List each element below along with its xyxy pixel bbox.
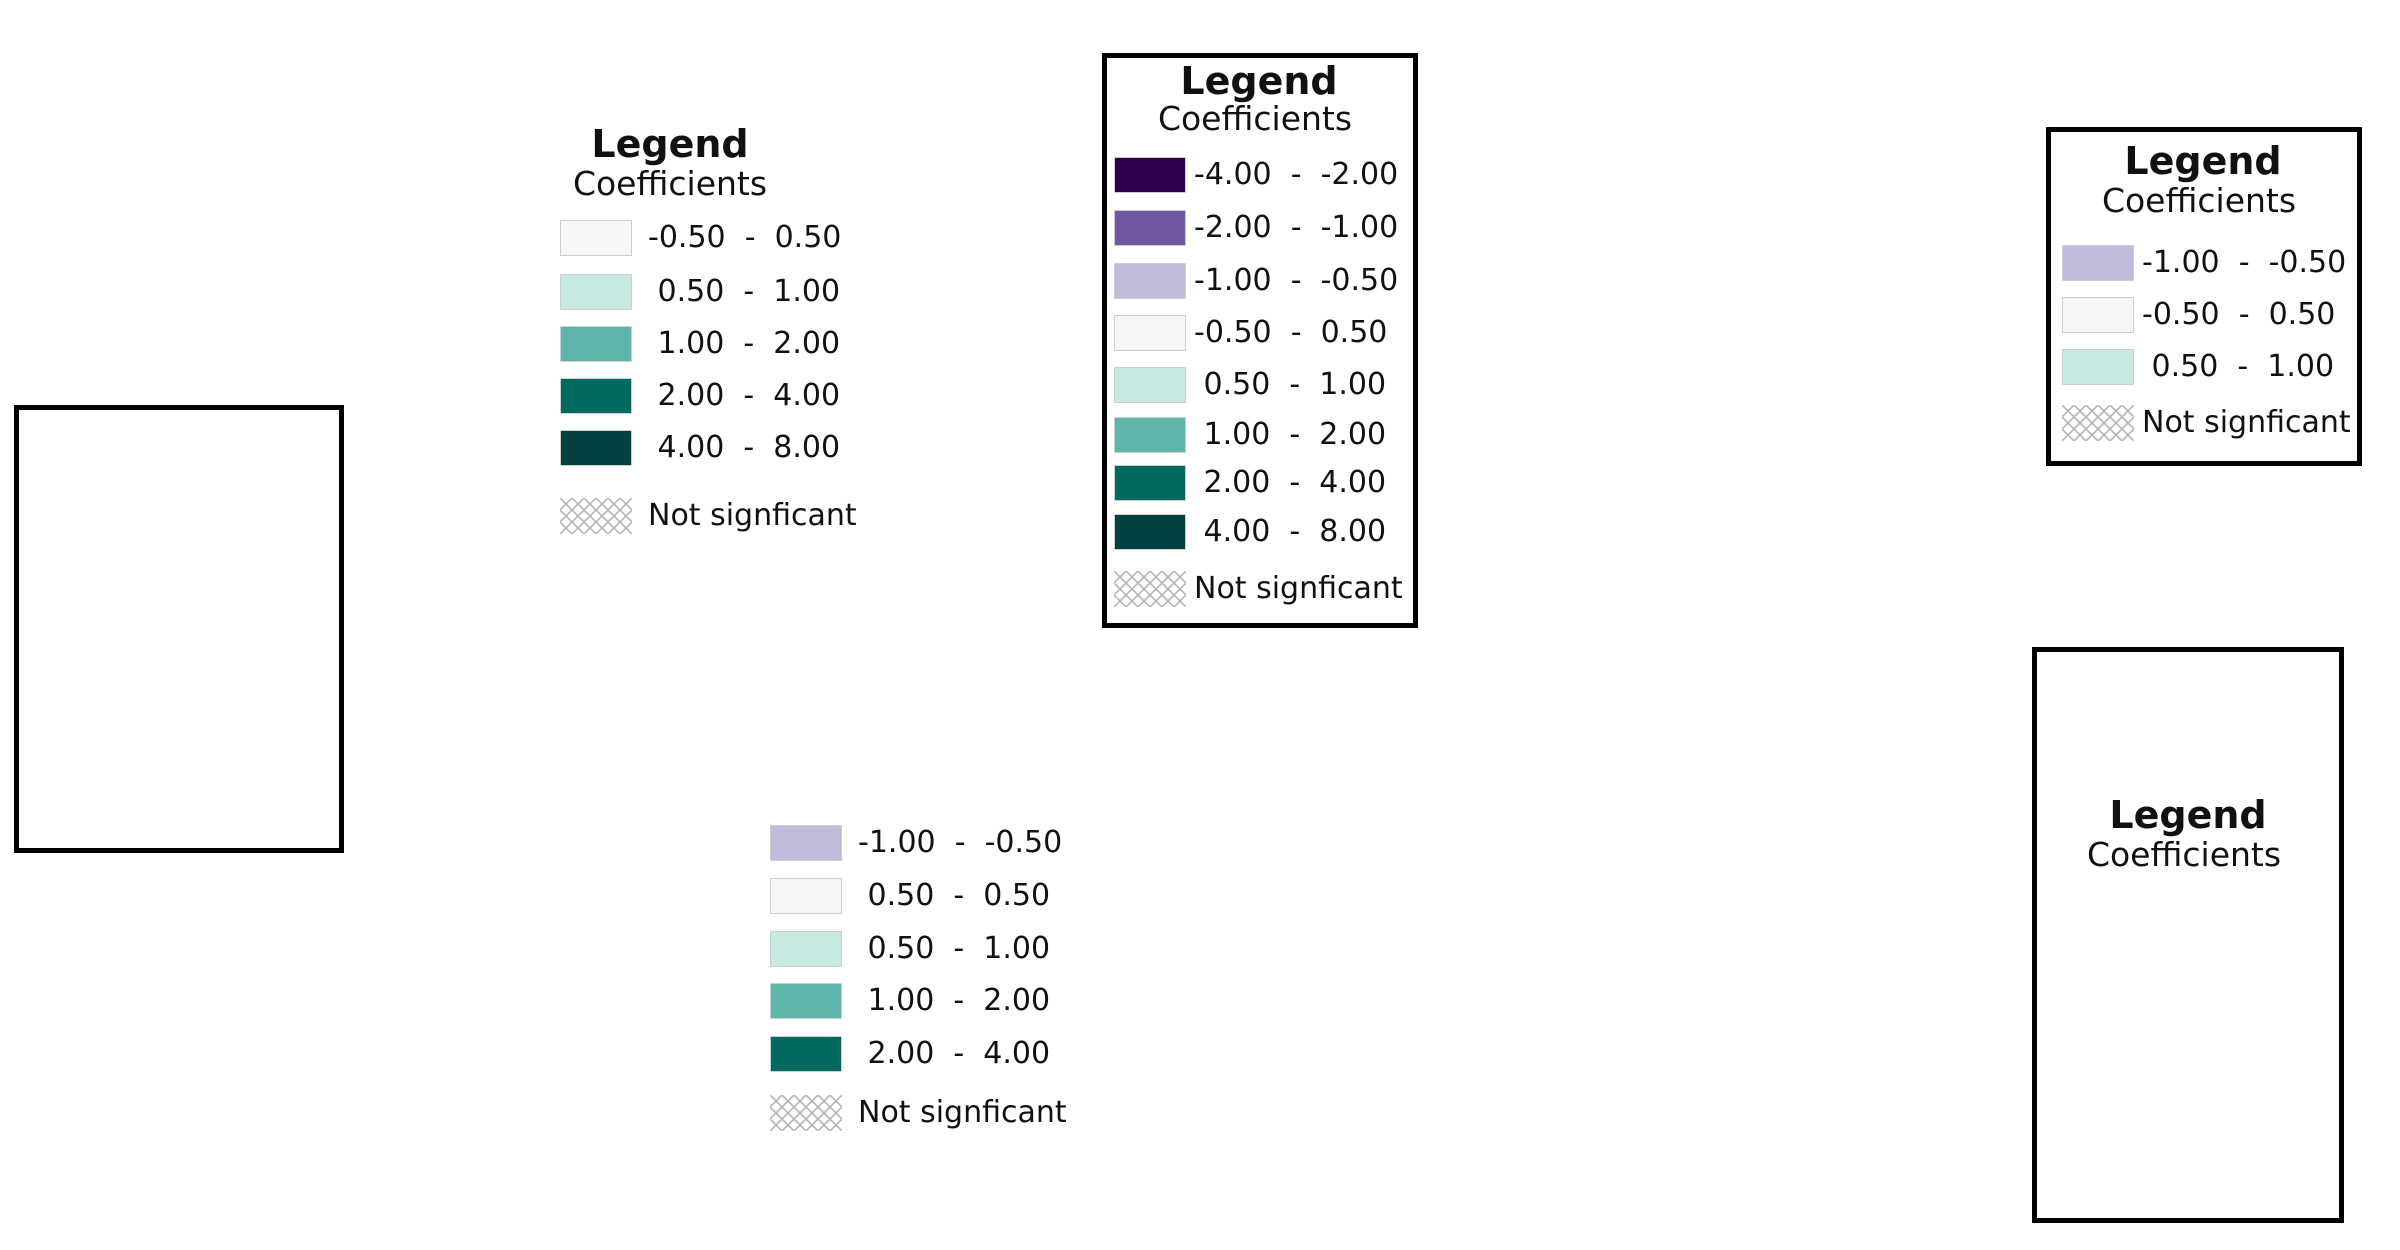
legend-entry-label: -1.00 - -0.50 [2142,245,2347,280]
legend-swatch [1114,210,1186,246]
legend-frame-top-right [2046,127,2362,466]
legend-entry: 1.00 - 2.00 [770,983,1090,1019]
legend-entry-not-significant: Not signficant [770,1095,1090,1131]
legend-entry-label: 2.00 - 4.00 [858,1036,1051,1071]
legend-entry-label: 0.50 - 1.00 [858,931,1051,966]
legend-entry: 0.50 - 0.50 [770,878,1090,914]
legend-entry: -2.00 - -1.00 [1114,210,1434,246]
legend-entry: -0.50 - 0.50 [1114,315,1434,351]
legend-swatch [770,931,842,967]
legend-entry-label: -0.50 - 0.50 [648,220,842,255]
legend-entry-label: -2.00 - -1.00 [1194,210,1399,245]
legend-swatch [770,878,842,914]
legend-subtitle: Coefficients [1157,99,1353,138]
legend-entry: -1.00 - -0.50 [2062,245,2382,281]
legend-top-right: Legend Coefficients -1.00 - -0.50 -0.50 -… [2062,127,2352,466]
legend-entry: -4.00 - -2.00 [1114,157,1434,193]
legend-swatch [1114,263,1186,299]
legend-title: Legend [591,122,749,166]
legend-bottom-right: Legend Coefficients [2032,647,2344,1223]
legend-swatch [2062,245,2134,281]
legend-subtitle: Coefficients [2086,835,2282,874]
legend-title: Legend [2124,139,2282,183]
legend-entry-label: Not signficant [858,1095,1067,1130]
legend-entry-label: 0.50 - 1.00 [2142,349,2335,384]
legend-swatch [1114,417,1186,453]
legend-swatch [1114,157,1186,193]
legend-entry: 2.00 - 4.00 [770,1036,1090,1072]
legend-swatch [1114,465,1186,501]
legend-entry-label: 2.00 - 4.00 [648,378,841,413]
legend-entry: 4.00 - 8.00 [560,430,880,466]
legend-swatch [560,220,632,256]
legend-entry: -1.00 - -0.50 [1114,263,1434,299]
legend-entry-label: 4.00 - 8.00 [1194,514,1387,549]
legend-swatch [770,1036,842,1072]
legend-frame-bottom-right [2032,647,2344,1223]
legend-entry-label: 1.00 - 2.00 [858,983,1051,1018]
hatch-pattern-icon [770,1095,842,1131]
legend-entry-not-significant: Not signficant [560,498,880,534]
legend-entry-label: 0.50 - 1.00 [1194,367,1387,402]
legend-entry-label: 2.00 - 4.00 [1194,465,1387,500]
legend-entry-label: -1.00 - -0.50 [858,825,1063,860]
empty-frame-left [14,405,344,853]
legend-swatch [560,274,632,310]
legend-entry-not-significant: Not signficant [2062,405,2382,441]
legend-swatch [560,326,632,362]
legend-swatch [560,378,632,414]
legend-subtitle: Coefficients [2101,181,2297,220]
legend-entry: 4.00 - 8.00 [1114,514,1434,550]
legend-entry-label: -0.50 - 0.50 [2142,297,2336,332]
legend-entry-label: 1.00 - 2.00 [648,326,841,361]
legend-title: Legend [1180,59,1338,103]
legend-entry-label: Not signficant [1194,571,1403,606]
legend-swatch [2062,349,2134,385]
legend-entry-label: 1.00 - 2.00 [1194,417,1387,452]
legend-entry-label: -1.00 - -0.50 [1194,263,1399,298]
legend-entry: 0.50 - 1.00 [1114,367,1434,403]
legend-entry: 2.00 - 4.00 [560,378,880,414]
legend-entry: 1.00 - 2.00 [560,326,880,362]
legend-title: Legend [2109,793,2267,837]
legend-entry: -0.50 - 0.50 [2062,297,2382,333]
legend-swatch [770,825,842,861]
legend-swatch [1114,514,1186,550]
hatch-pattern-icon [1114,571,1186,607]
legend-swatch [1114,315,1186,351]
legend-entry: -1.00 - -0.50 [770,825,1090,861]
legend-entry: -0.50 - 0.50 [560,220,880,256]
legend-top-center: Legend Coefficients -4.00 - -2.00 -2.00 -… [1114,53,1414,628]
legend-bottom-center: -1.00 - -0.50 0.50 - 0.50 0.50 - 1.00 1.… [770,825,1070,1145]
legend-entry-label: -4.00 - -2.00 [1194,157,1399,192]
hatch-pattern-icon [2062,405,2134,441]
legend-frame-top-center [1102,53,1418,628]
legend-entry: 0.50 - 1.00 [2062,349,2382,385]
legend-subtitle: Coefficients [572,164,768,203]
legend-entry-not-significant: Not signficant [1114,571,1434,607]
legend-entry-label: 0.50 - 1.00 [648,274,841,309]
legend-entry-label: Not signficant [2142,405,2351,440]
legend-entry: 0.50 - 1.00 [560,274,880,310]
legend-swatch [1114,367,1186,403]
legend-entry-label: -0.50 - 0.50 [1194,315,1388,350]
legend-entry: 2.00 - 4.00 [1114,465,1434,501]
legend-entry: 0.50 - 1.00 [770,931,1090,967]
hatch-pattern-icon [560,498,632,534]
legend-top-left: Legend Coefficients -0.50 - 0.50 0.50 - … [560,120,857,540]
legend-swatch [560,430,632,466]
legend-swatch [2062,297,2134,333]
legend-entry-label: 0.50 - 0.50 [858,878,1051,913]
legend-swatch [770,983,842,1019]
legend-entry-label: Not signficant [648,498,857,533]
legend-entry-label: 4.00 - 8.00 [648,430,841,465]
legend-entry: 1.00 - 2.00 [1114,417,1434,453]
